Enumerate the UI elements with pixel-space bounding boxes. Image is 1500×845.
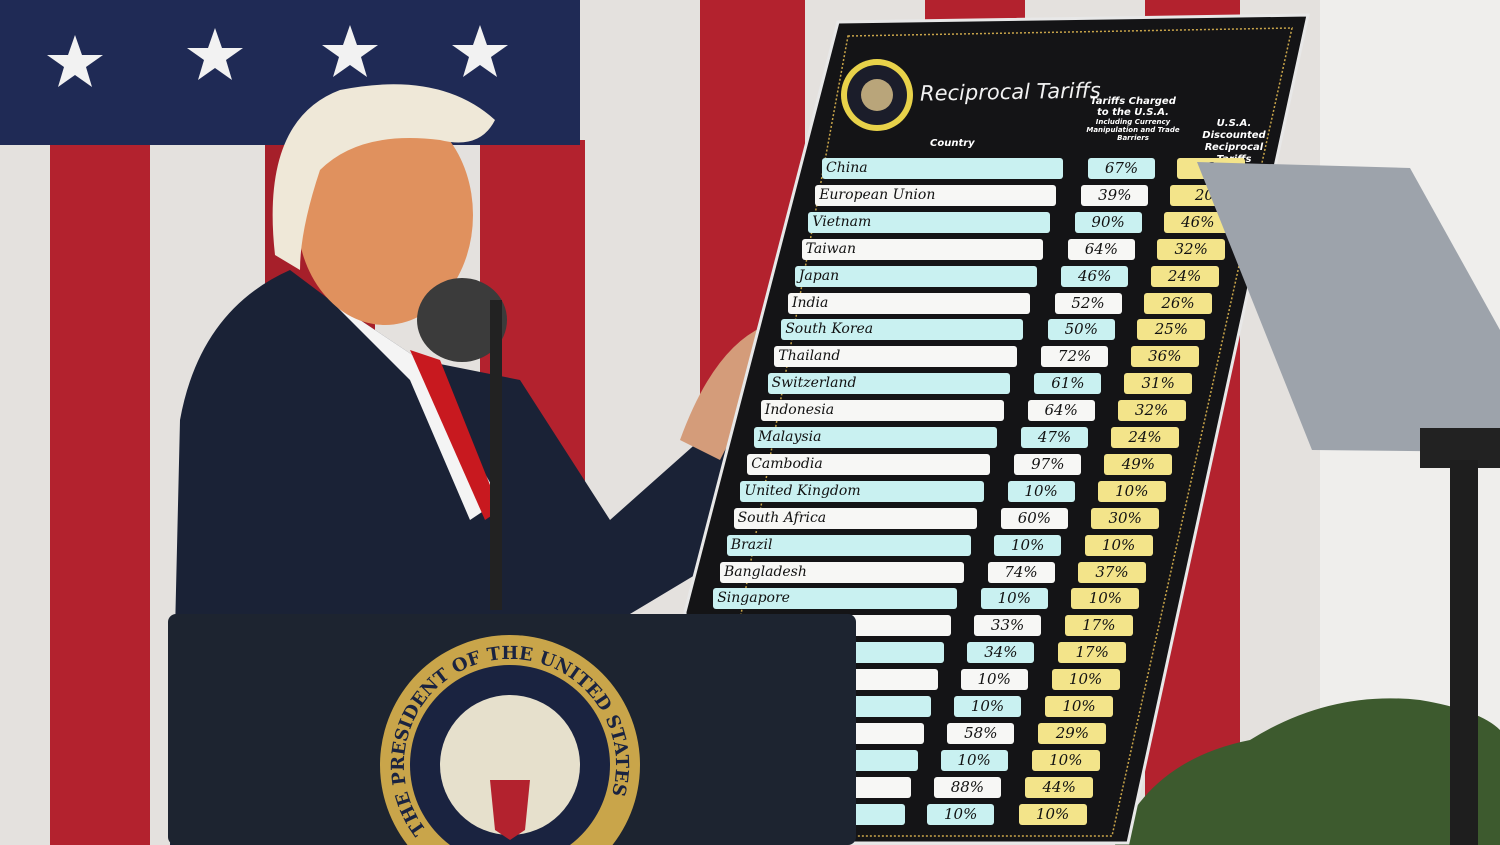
discounted-cell: 46% bbox=[1163, 211, 1232, 233]
country-cell: Cambodia bbox=[747, 453, 991, 475]
charged-cell: 58% bbox=[947, 722, 1015, 744]
microphone bbox=[417, 278, 507, 610]
discounted-cell: 44% bbox=[1025, 776, 1094, 798]
discounted-cell: 10% bbox=[1084, 534, 1153, 556]
star-icon bbox=[452, 25, 508, 77]
charged-cell: 74% bbox=[987, 561, 1055, 583]
charged-cell: 46% bbox=[1061, 265, 1129, 287]
discounted-cell: 10% bbox=[1051, 669, 1120, 691]
column-header-country: Country bbox=[930, 138, 975, 149]
country-cell: Vietnam bbox=[808, 211, 1050, 233]
country-cell: South Africa bbox=[733, 507, 978, 529]
country-cell: European Union bbox=[815, 184, 1057, 206]
discounted-cell: 30% bbox=[1091, 507, 1160, 529]
country-cell: Singapore bbox=[713, 588, 958, 610]
board-seal bbox=[841, 59, 913, 131]
charged-cell: 10% bbox=[954, 696, 1021, 717]
star-icon bbox=[47, 35, 103, 87]
charged-cell: 90% bbox=[1074, 211, 1142, 233]
country-cell: Japan bbox=[794, 265, 1037, 287]
star-icon bbox=[187, 28, 243, 80]
charged-cell: 10% bbox=[927, 803, 995, 825]
discounted-cell: 36% bbox=[1130, 346, 1199, 368]
country-cell: Bangladesh bbox=[720, 561, 964, 583]
charged-cell: 10% bbox=[960, 669, 1028, 691]
discounted-cell: 31% bbox=[1124, 373, 1193, 395]
star-icon bbox=[322, 25, 378, 77]
charged-cell: 64% bbox=[1067, 238, 1135, 260]
discounted-cell: 32% bbox=[1117, 400, 1186, 422]
country-cell: Taiwan bbox=[801, 238, 1044, 260]
country-cell: India bbox=[788, 292, 1030, 314]
discounted-cell: 10% bbox=[1018, 803, 1087, 825]
discounted-cell: 17% bbox=[1058, 642, 1127, 664]
charged-cell: 60% bbox=[1000, 507, 1068, 529]
charged-cell: 10% bbox=[940, 749, 1008, 771]
country-cell: United Kingdom bbox=[740, 480, 984, 502]
charged-cell: 61% bbox=[1034, 373, 1102, 395]
charged-cell: 47% bbox=[1021, 427, 1088, 448]
country-cell: Malaysia bbox=[754, 427, 997, 448]
country-cell: Switzerland bbox=[767, 373, 1011, 395]
charged-cell: 67% bbox=[1088, 158, 1155, 179]
charged-cell: 10% bbox=[980, 588, 1048, 610]
discounted-cell: 17% bbox=[1064, 615, 1133, 637]
podium: THE PRESIDENT OF THE UNITED STATES bbox=[168, 614, 856, 845]
discounted-cell: 37% bbox=[1078, 561, 1146, 583]
country-cell: South Korea bbox=[781, 319, 1024, 341]
charged-cell: 10% bbox=[1007, 480, 1075, 502]
country-cell: Brazil bbox=[726, 534, 971, 556]
discounted-cell: 49% bbox=[1104, 453, 1173, 475]
country-cell: Indonesia bbox=[760, 400, 1004, 422]
discounted-cell: 10% bbox=[1045, 696, 1113, 717]
discounted-cell: 24% bbox=[1150, 265, 1219, 287]
charged-title: Tariffs Charged to the U.S.A. bbox=[1090, 96, 1176, 118]
discounted-cell: 10% bbox=[1031, 749, 1100, 771]
charged-cell: 50% bbox=[1047, 319, 1115, 341]
charged-note: Including Currency Manipulation and Trad… bbox=[1086, 118, 1180, 142]
country-cell: Thailand bbox=[774, 346, 1017, 368]
charged-cell: 39% bbox=[1081, 184, 1149, 206]
charged-cell: 72% bbox=[1041, 346, 1109, 368]
teleprompter bbox=[1197, 162, 1500, 845]
discounted-cell: 10% bbox=[1071, 588, 1140, 610]
discounted-cell: 10% bbox=[1097, 480, 1166, 502]
shrubs bbox=[1115, 698, 1500, 845]
discounted-cell: 24% bbox=[1111, 427, 1179, 448]
discounted-cell: 25% bbox=[1137, 319, 1206, 341]
country-cell: China bbox=[822, 158, 1063, 179]
discounted-cell: 29% bbox=[1038, 722, 1107, 744]
charged-cell: 64% bbox=[1027, 400, 1095, 422]
charged-cell: 97% bbox=[1014, 453, 1082, 475]
discounted-cell: 32% bbox=[1157, 238, 1226, 260]
charged-cell: 34% bbox=[967, 642, 1035, 664]
discounted-cell: 26% bbox=[1144, 292, 1212, 314]
column-header-charged: Tariffs Charged to the U.S.A. Including … bbox=[1085, 96, 1181, 142]
charged-cell: 10% bbox=[994, 534, 1062, 556]
charged-cell: 52% bbox=[1054, 292, 1122, 314]
charged-cell: 33% bbox=[974, 615, 1042, 637]
charged-cell: 88% bbox=[933, 776, 1001, 798]
